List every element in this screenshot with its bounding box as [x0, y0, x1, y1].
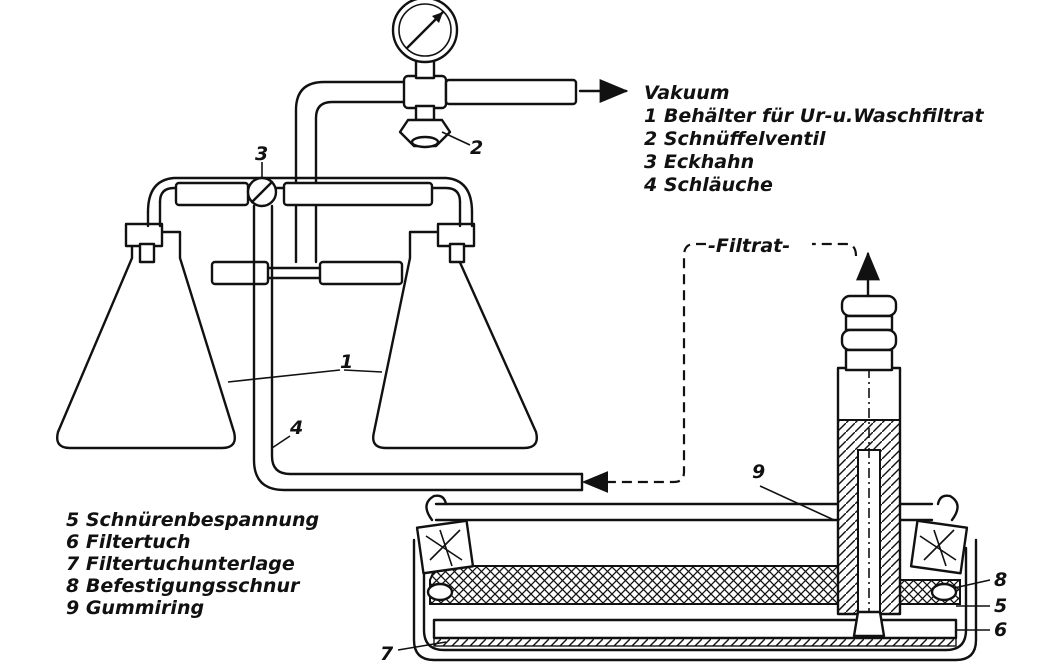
pressure-gauge	[391, 0, 459, 80]
vacuum-label: Vakuum	[644, 82, 730, 104]
callout-1: 1	[340, 351, 353, 373]
filtrate-flow-line	[581, 242, 880, 493]
legend-item-6: 6 Filtertuch	[66, 531, 191, 553]
legend-item-1: 1 Behälter für Ur-u.Waschfiltrat	[644, 105, 985, 127]
flask-manifold	[146, 176, 584, 492]
callout-7: 7	[380, 643, 394, 664]
callout-5: 5	[994, 595, 1007, 617]
legend-item-3: 3 Eckhahn	[644, 151, 754, 173]
right-filtrate-flask	[372, 200, 538, 450]
sniffer-valve	[398, 104, 471, 149]
legend-item-4: 4 Schläuche	[643, 174, 773, 196]
callout-4: 4	[289, 417, 303, 439]
legend-item-8: 8 Befestigungsschnur	[66, 575, 301, 597]
filter-unit	[412, 294, 978, 662]
callout-9: 9	[752, 461, 765, 483]
legend-item-9: 9 Gummiring	[66, 597, 204, 619]
vacuum-pipe	[294, 74, 578, 264]
callout-8: 8	[994, 569, 1007, 591]
callout-2: 2	[470, 137, 483, 159]
callout-6: 6	[994, 619, 1007, 641]
legend-item-2: 2 Schnüffelventil	[644, 128, 826, 150]
callout-3: 3	[255, 143, 268, 165]
left-filtrate-flask	[56, 200, 236, 450]
legend-item-5: 5 Schnürenbespannung	[66, 509, 319, 531]
leader-lines	[227, 162, 991, 651]
legend-item-7: 7 Filtertuchunterlage	[66, 553, 295, 575]
filtrate-label: -Filtrat-	[708, 235, 790, 257]
